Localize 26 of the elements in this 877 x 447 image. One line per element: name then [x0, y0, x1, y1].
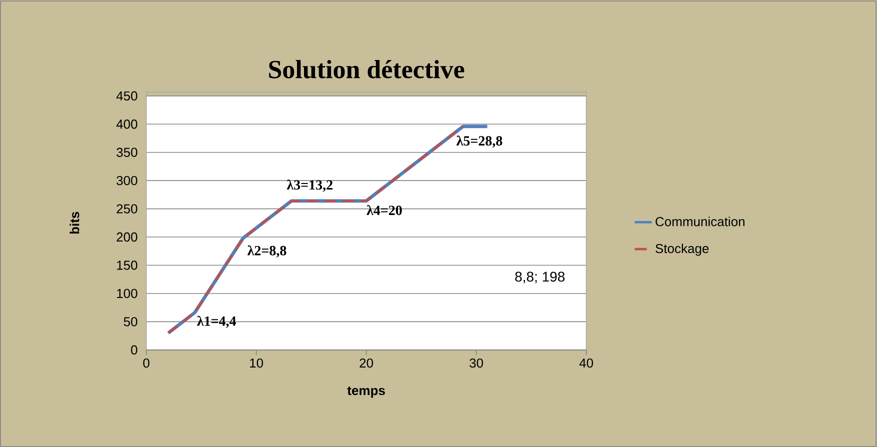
x-axis-title: temps [347, 386, 385, 398]
y-axis-title: bits [70, 212, 80, 234]
y-tick-label: 350 [116, 148, 138, 157]
y-tick-label: 200 [116, 232, 138, 242]
y-tick-label: 50 [124, 317, 138, 326]
y-tick-label: 400 [116, 120, 138, 129]
y-tick-label: 300 [116, 176, 138, 186]
annotation: λ2=8,8 [247, 245, 286, 258]
annotation: λ4=20 [366, 205, 402, 216]
x-tick-label: 20 [360, 358, 374, 368]
x-tick-label: 10 [250, 358, 264, 368]
x-tick-label: 30 [470, 358, 484, 368]
y-tick-label: 100 [117, 288, 138, 298]
annotation: λ3=13,2 [286, 180, 332, 192]
annotation: λ1=4,4 [197, 316, 236, 328]
chart-title: Solution détective [269, 60, 464, 78]
x-tick-label: 40 [579, 358, 594, 368]
annotation: λ5=28,8 [456, 136, 502, 148]
x-tick-label: 0 [143, 358, 150, 368]
annotation: 8,8; 198 [515, 272, 565, 284]
legend-label: Communication [656, 216, 744, 226]
y-tick-label: 150 [117, 260, 138, 270]
y-tick-label: 0 [131, 345, 138, 355]
legend-label: Stockage [656, 244, 709, 256]
y-tick-label: 450 [116, 91, 138, 101]
y-tick-label: 250 [116, 204, 138, 214]
